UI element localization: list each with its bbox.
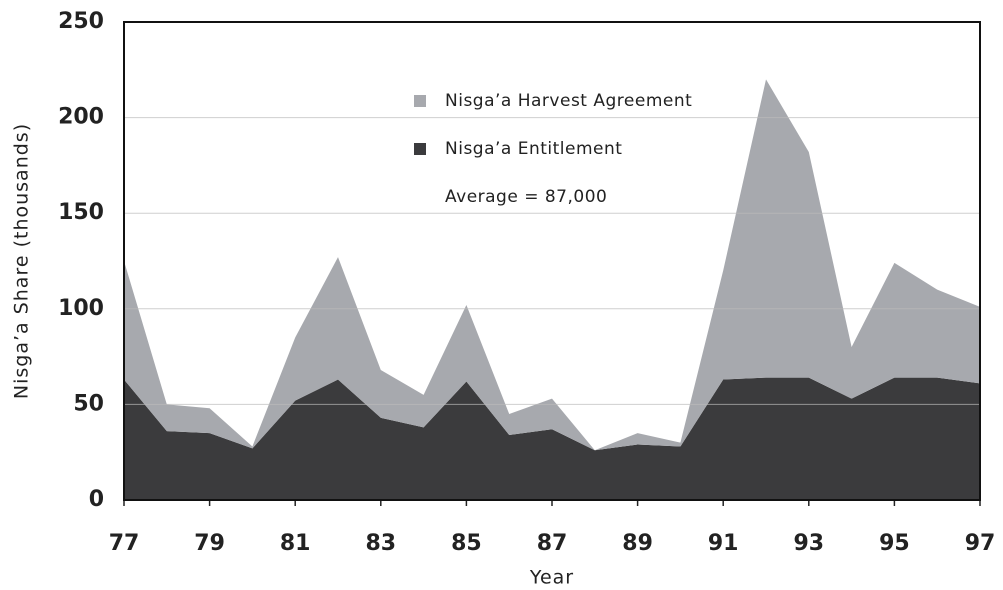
y-tick-label: 150 — [58, 200, 104, 225]
x-tick-label: 77 — [109, 531, 140, 556]
legend-swatch — [414, 143, 426, 155]
x-tick-label: 95 — [879, 531, 910, 556]
x-tick-label: 93 — [793, 531, 824, 556]
annotation: Average = 87,000 — [445, 187, 607, 207]
legend-label: Nisga’a Entitlement — [445, 139, 622, 159]
legend-swatch — [414, 95, 426, 107]
y-axis-label: Nisga’a Share (thousands) — [11, 123, 33, 399]
x-tick-label: 89 — [622, 531, 653, 556]
plot-border — [123, 21, 981, 501]
x-axis-label: Year — [529, 567, 574, 589]
y-tick-label: 50 — [73, 391, 104, 416]
x-tick-label: 97 — [965, 531, 996, 556]
x-tick-label: 83 — [365, 531, 396, 556]
y-tick-label: 200 — [58, 105, 104, 130]
y-tick-label: 100 — [58, 296, 104, 321]
area — [124, 79, 980, 451]
legend-label: Nisga’a Harvest Agreement — [445, 91, 692, 111]
y-tick-label: 250 — [58, 9, 104, 34]
x-tick-label: 91 — [708, 531, 739, 556]
x-tick-label: 85 — [451, 531, 482, 556]
x-tick-label: 81 — [280, 531, 311, 556]
x-tick-label: 87 — [537, 531, 568, 556]
area — [124, 377, 980, 500]
x-tick-label: 79 — [194, 531, 225, 556]
y-tick-label: 0 — [89, 487, 104, 512]
